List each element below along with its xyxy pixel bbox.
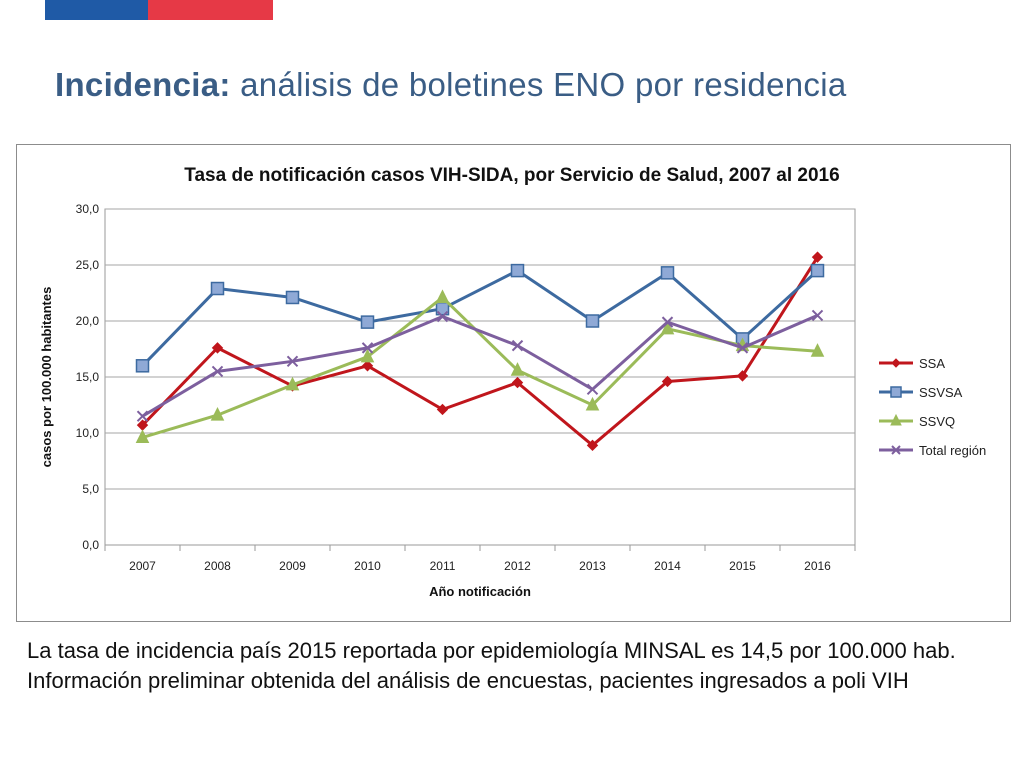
x-tick-label: 2014 bbox=[654, 559, 681, 573]
legend-marker bbox=[891, 358, 901, 368]
data-point bbox=[660, 320, 675, 335]
data-point bbox=[510, 362, 525, 376]
data-point bbox=[585, 314, 600, 328]
data-point bbox=[811, 251, 824, 263]
y-tick-label: 10,0 bbox=[76, 426, 100, 440]
caption-text: La tasa de incidencia país 2015 reportad… bbox=[27, 638, 956, 693]
flag-red-segment bbox=[148, 0, 273, 20]
data-point bbox=[435, 289, 450, 303]
legend-label: SSA bbox=[919, 356, 945, 371]
y-tick-label: 20,0 bbox=[76, 314, 100, 328]
data-point bbox=[210, 406, 225, 421]
data-point bbox=[436, 310, 449, 323]
data-point bbox=[510, 263, 525, 278]
y-tick-label: 5,0 bbox=[82, 482, 99, 496]
x-tick-label: 2013 bbox=[579, 559, 606, 573]
series-line-ssvsa bbox=[141, 269, 819, 367]
data-point bbox=[285, 290, 300, 305]
data-point bbox=[511, 376, 524, 389]
data-point bbox=[136, 410, 149, 422]
data-point bbox=[286, 355, 299, 368]
data-point bbox=[660, 266, 675, 280]
flag-bar-top bbox=[45, 0, 273, 20]
data-point bbox=[436, 403, 449, 416]
y-tick-label: 25,0 bbox=[76, 258, 100, 272]
data-point bbox=[135, 359, 150, 373]
line-chart: Tasa de notificación casos VIH-SIDA, por… bbox=[39, 165, 986, 599]
x-tick-label: 2010 bbox=[354, 559, 381, 573]
slide-title-rest: análisis de boletines ENO por residencia bbox=[230, 66, 847, 103]
data-point bbox=[661, 316, 674, 328]
flag-blue-segment bbox=[45, 0, 148, 20]
series-line-ssa bbox=[141, 256, 819, 447]
data-point bbox=[586, 383, 599, 396]
data-point bbox=[661, 375, 674, 388]
legend-label: SSVSA bbox=[919, 385, 963, 400]
legend-label: Total región bbox=[919, 443, 986, 458]
series-line-ssvq bbox=[142, 295, 818, 439]
data-point bbox=[586, 439, 599, 452]
data-point bbox=[810, 343, 825, 357]
x-axis-label: Año notificación bbox=[429, 584, 531, 599]
data-point bbox=[211, 365, 224, 378]
data-point bbox=[810, 263, 825, 278]
x-tick-label: 2007 bbox=[129, 559, 156, 573]
series-line-total-región bbox=[141, 314, 819, 418]
data-point bbox=[360, 348, 375, 363]
x-tick-label: 2012 bbox=[504, 559, 531, 573]
x-tick-label: 2008 bbox=[204, 559, 231, 573]
data-point bbox=[811, 309, 824, 322]
data-point bbox=[210, 281, 225, 296]
data-point bbox=[736, 370, 749, 382]
chart-title: Tasa de notificación casos VIH-SIDA, por… bbox=[184, 165, 839, 186]
data-point bbox=[135, 429, 150, 443]
legend-label: SSVQ bbox=[919, 414, 955, 429]
legend-marker bbox=[890, 386, 902, 398]
x-tick-label: 2015 bbox=[729, 559, 756, 573]
x-tick-label: 2009 bbox=[279, 559, 306, 573]
data-point bbox=[211, 342, 224, 354]
data-point bbox=[285, 376, 300, 391]
legend-marker bbox=[890, 413, 902, 426]
legend-marker bbox=[891, 445, 901, 455]
data-point bbox=[736, 342, 749, 354]
y-tick-label: 30,0 bbox=[76, 202, 100, 216]
slide-title: Incidencia: análisis de boletines ENO po… bbox=[55, 66, 846, 104]
data-point bbox=[585, 396, 600, 411]
slide-title-bold: Incidencia: bbox=[55, 66, 231, 103]
x-tick-label: 2011 bbox=[430, 559, 456, 573]
data-point bbox=[361, 342, 374, 354]
data-point bbox=[511, 339, 524, 352]
y-tick-label: 0,0 bbox=[82, 538, 99, 552]
y-axis-label: casos por 100.000 habitantes bbox=[39, 287, 54, 468]
data-point bbox=[360, 315, 375, 329]
y-tick-label: 15,0 bbox=[76, 370, 100, 384]
data-point bbox=[361, 360, 374, 372]
x-tick-label: 2016 bbox=[804, 559, 831, 573]
chart-frame: Tasa de notificación casos VIH-SIDA, por… bbox=[16, 144, 1011, 622]
